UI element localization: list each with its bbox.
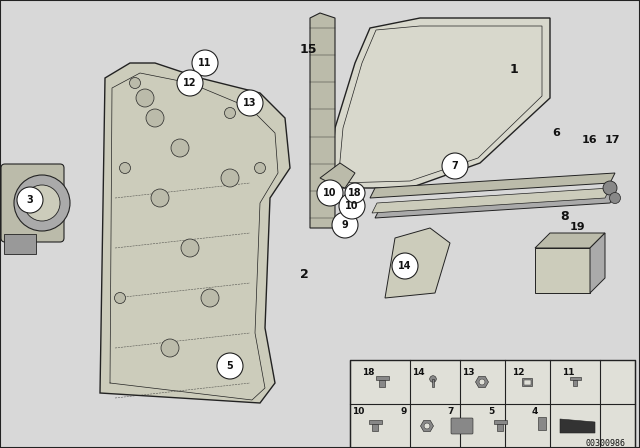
Text: 6: 6 <box>552 128 560 138</box>
Circle shape <box>161 339 179 357</box>
Bar <box>524 379 531 384</box>
Circle shape <box>129 78 141 89</box>
Text: 13: 13 <box>243 98 257 108</box>
Circle shape <box>339 193 365 219</box>
Text: 12: 12 <box>512 368 525 377</box>
Bar <box>573 380 577 386</box>
Text: 9: 9 <box>400 407 406 416</box>
Polygon shape <box>375 193 615 218</box>
Text: 13: 13 <box>462 368 474 377</box>
Polygon shape <box>385 228 450 298</box>
Circle shape <box>424 423 430 429</box>
Text: 10: 10 <box>323 188 337 198</box>
Bar <box>570 376 580 380</box>
Text: 12: 12 <box>183 78 196 88</box>
Polygon shape <box>590 233 605 293</box>
Circle shape <box>192 50 218 76</box>
Polygon shape <box>370 173 615 198</box>
Circle shape <box>146 109 164 127</box>
Circle shape <box>429 376 436 382</box>
Polygon shape <box>310 13 335 228</box>
Circle shape <box>237 90 263 116</box>
Polygon shape <box>535 233 605 248</box>
Circle shape <box>177 70 203 96</box>
Bar <box>538 417 546 430</box>
Text: 00300986: 00300986 <box>585 439 625 448</box>
Circle shape <box>603 181 617 195</box>
Text: 16: 16 <box>582 135 598 145</box>
Circle shape <box>17 187 43 213</box>
Polygon shape <box>372 188 610 213</box>
FancyBboxPatch shape <box>451 418 473 434</box>
Text: 17: 17 <box>605 135 621 145</box>
Bar <box>493 419 506 424</box>
Circle shape <box>115 293 125 303</box>
Text: 14: 14 <box>398 261 412 271</box>
Circle shape <box>120 163 131 173</box>
FancyBboxPatch shape <box>1 164 64 242</box>
Text: 15: 15 <box>300 43 317 56</box>
Circle shape <box>151 189 169 207</box>
Text: 2: 2 <box>300 268 308 281</box>
Text: 5: 5 <box>488 407 494 416</box>
Circle shape <box>332 212 358 238</box>
Text: 19: 19 <box>570 222 586 232</box>
Circle shape <box>479 379 485 385</box>
Text: 18: 18 <box>362 368 374 377</box>
Circle shape <box>317 180 343 206</box>
Polygon shape <box>330 18 550 188</box>
Circle shape <box>225 108 236 119</box>
Text: 3: 3 <box>27 195 33 205</box>
Polygon shape <box>535 248 590 293</box>
Bar <box>380 380 385 387</box>
Bar <box>432 379 434 387</box>
Text: 11: 11 <box>562 368 575 377</box>
Circle shape <box>171 139 189 157</box>
Text: 1: 1 <box>510 63 519 76</box>
Circle shape <box>345 183 365 203</box>
Circle shape <box>221 169 239 187</box>
Text: 9: 9 <box>342 220 348 230</box>
Circle shape <box>181 239 199 257</box>
Bar <box>497 424 502 431</box>
Circle shape <box>201 289 219 307</box>
Text: 5: 5 <box>227 361 234 371</box>
Circle shape <box>442 153 468 179</box>
Polygon shape <box>320 163 355 188</box>
Text: 10: 10 <box>352 407 364 416</box>
Circle shape <box>255 163 266 173</box>
Text: 11: 11 <box>198 58 212 68</box>
Bar <box>522 378 532 386</box>
Polygon shape <box>420 420 433 431</box>
Bar <box>376 375 388 380</box>
Text: 4: 4 <box>532 407 538 416</box>
Bar <box>372 424 378 431</box>
Circle shape <box>24 185 60 221</box>
Text: 10: 10 <box>345 201 359 211</box>
Polygon shape <box>476 376 488 388</box>
Text: 14: 14 <box>412 368 424 377</box>
Circle shape <box>14 175 70 231</box>
Circle shape <box>392 253 418 279</box>
Polygon shape <box>560 419 595 433</box>
FancyBboxPatch shape <box>350 360 635 448</box>
Circle shape <box>136 89 154 107</box>
Circle shape <box>609 193 621 203</box>
Circle shape <box>217 353 243 379</box>
Polygon shape <box>100 63 290 403</box>
Text: 8: 8 <box>560 210 568 223</box>
Text: 7: 7 <box>447 407 453 416</box>
FancyBboxPatch shape <box>4 234 36 254</box>
Text: 7: 7 <box>452 161 458 171</box>
Bar <box>369 419 381 424</box>
Text: 18: 18 <box>348 188 362 198</box>
